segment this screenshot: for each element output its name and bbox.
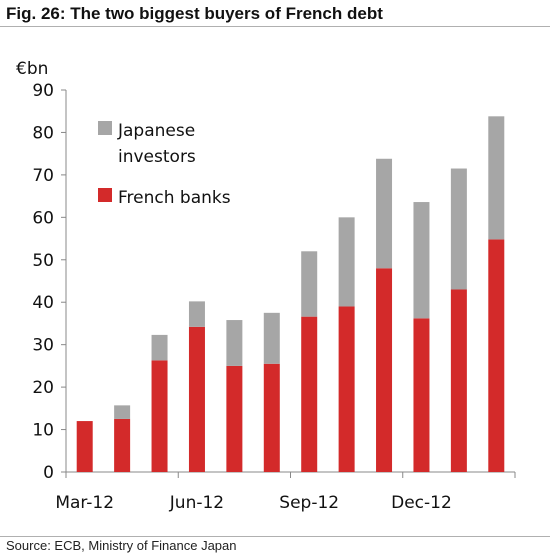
y-tick-label: 60 <box>32 208 54 228</box>
legend-label-japanese-investors: Japanese <box>117 121 195 141</box>
legend-swatch-french-banks <box>98 188 112 202</box>
bar-japanese-investors <box>488 116 505 240</box>
bar-japanese-investors <box>226 320 243 366</box>
bar-japanese-investors <box>338 217 355 307</box>
chart-title: Fig. 26: The two biggest buyers of Frenc… <box>6 4 383 23</box>
bar-japanese-investors <box>114 405 131 419</box>
bar-french-banks <box>151 360 168 472</box>
bar-french-banks <box>226 365 243 472</box>
x-tick-label: Jun-12 <box>169 493 224 513</box>
legend-label-japanese-investors-line2: investors <box>118 147 196 167</box>
bar-french-banks <box>413 318 430 472</box>
bar-japanese-investors <box>413 202 430 319</box>
title-rule <box>0 26 550 27</box>
y-axis-unit-label: €bn <box>16 59 48 79</box>
bar-french-banks <box>188 326 205 472</box>
y-tick-label: 20 <box>32 378 54 398</box>
bar-japanese-investors <box>450 168 467 290</box>
bar-french-banks <box>301 316 318 472</box>
x-tick-label: Dec-12 <box>391 493 452 513</box>
bar-japanese-investors <box>188 301 205 327</box>
bar-french-banks <box>450 289 467 472</box>
bar-french-banks <box>114 418 131 472</box>
y-tick-label: 30 <box>32 336 54 356</box>
y-tick-label: 10 <box>32 421 54 441</box>
bar-french-banks <box>338 306 355 472</box>
y-tick-label: 0 <box>43 463 54 483</box>
bar-japanese-investors <box>376 158 393 269</box>
bar-french-banks <box>263 363 280 472</box>
bar-french-banks <box>488 239 505 472</box>
y-tick-label: 50 <box>32 251 54 271</box>
bar-french-banks <box>376 268 393 472</box>
y-tick-label: 70 <box>32 166 54 186</box>
y-tick-label: 40 <box>32 293 54 313</box>
x-tick-label: Mar-12 <box>55 493 114 513</box>
y-tick-label: 80 <box>32 123 54 143</box>
bar-japanese-investors <box>263 312 280 364</box>
plot-area: 0 10 20 30 40 50 60 70 80 90 Mar-12 Jun-12 Sep-12 Dec… <box>32 81 516 513</box>
legend: Japanese investors French banks <box>98 121 231 208</box>
bar-japanese-investors <box>301 251 318 317</box>
y-tick-label: 90 <box>32 81 54 101</box>
source-note: Source: ECB, Ministry of Finance Japan <box>6 538 237 553</box>
x-tick-label: Sep-12 <box>279 493 339 513</box>
bar-japanese-investors <box>151 334 168 361</box>
bar-french-banks <box>76 421 93 472</box>
footer-rule <box>0 536 550 537</box>
legend-label-french-banks: French banks <box>118 188 231 208</box>
legend-swatch-japanese-investors <box>98 121 112 135</box>
